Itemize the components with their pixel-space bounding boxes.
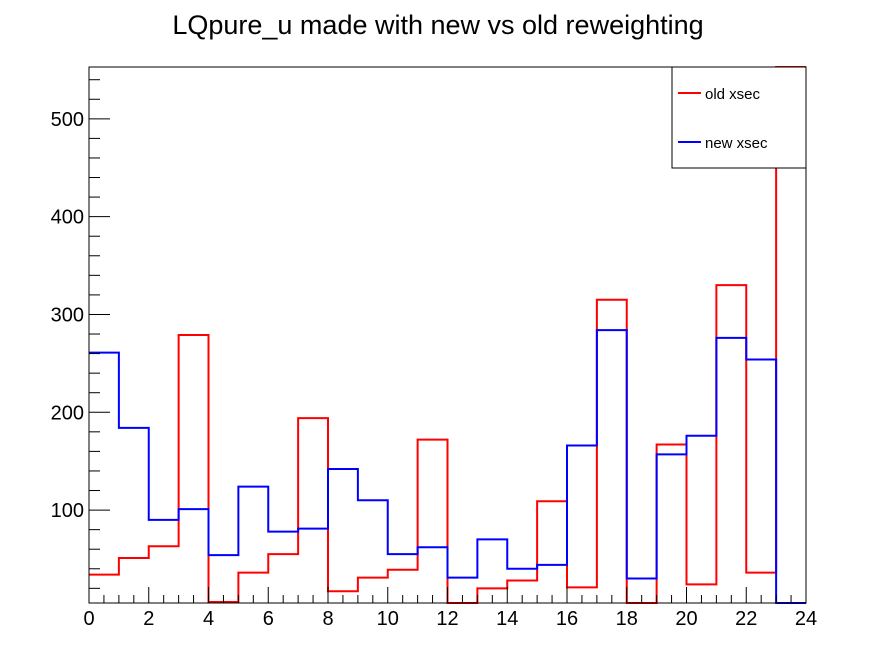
y-tick-label: 500 — [51, 109, 84, 131]
x-tick-label: 6 — [263, 608, 274, 630]
legend-label-1: old xsec — [705, 86, 761, 103]
y-tick-label: 300 — [51, 304, 84, 326]
y-tick-label: 100 — [51, 500, 84, 522]
series-line-2 — [89, 329, 806, 604]
x-tick-label: 24 — [795, 608, 817, 630]
x-tick-label: 18 — [616, 608, 638, 630]
y-tick-label: 400 — [51, 207, 84, 229]
legend: old xsec new xsec — [671, 66, 807, 169]
series-line-1 — [89, 66, 806, 604]
chart-title: LQpure_u made with new vs old reweightin… — [172, 10, 703, 40]
x-tick-label: 20 — [675, 608, 697, 630]
x-tick-label: 2 — [143, 608, 154, 630]
y-tick-label: 200 — [51, 402, 84, 424]
x-tick-label: 0 — [83, 608, 94, 630]
legend-label-2: new xsec — [705, 135, 768, 152]
series-layer — [89, 66, 806, 604]
x-tick-label: 4 — [203, 608, 214, 630]
x-tick-label: 14 — [496, 608, 518, 630]
x-tick-label: 10 — [377, 608, 399, 630]
legend-box — [671, 66, 807, 169]
x-tick-label: 22 — [735, 608, 757, 630]
x-tick-label: 8 — [322, 608, 333, 630]
x-tick-label: 16 — [556, 608, 578, 630]
x-tick-label: 12 — [436, 608, 458, 630]
